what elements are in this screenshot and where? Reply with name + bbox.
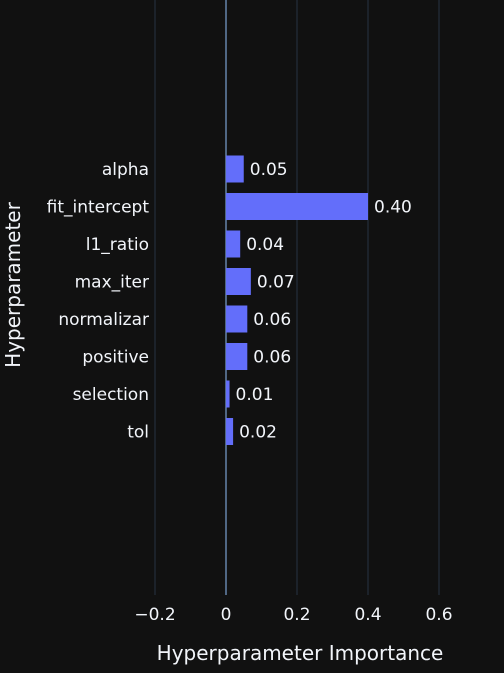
bar-positive [226, 343, 248, 370]
x-axis-title: Hyperparameter Importance [157, 641, 444, 665]
x-tick-label: 0.6 [425, 605, 452, 625]
x-tick-label: 0.4 [354, 605, 381, 625]
value-label: 0.02 [239, 423, 277, 443]
bar-tol [226, 418, 234, 445]
value-label: 0.40 [374, 198, 412, 218]
value-label: 0.06 [253, 348, 291, 368]
bar-selection [226, 380, 230, 408]
category-label: alpha [102, 160, 149, 180]
value-labels: 0.05 0.40 0.04 0.07 0.06 0.06 0.01 0.02 [236, 160, 412, 443]
category-label: positive [82, 348, 149, 368]
value-label: 0.06 [253, 310, 291, 330]
y-axis-title: Hyperparameter [1, 201, 25, 367]
category-labels: alpha fit_intercept l1_ratio max_iternormal… [47, 160, 150, 443]
grid-lines [154, 0, 440, 595]
category-label: tol [127, 423, 149, 443]
category-label: normalizar [58, 310, 149, 330]
value-label: 0.04 [246, 235, 284, 255]
bar-max-iter [226, 268, 251, 295]
x-tick-label: 0.2 [283, 605, 310, 625]
value-label: 0.01 [236, 385, 274, 405]
value-label: 0.05 [250, 160, 288, 180]
category-label: max_iter [75, 273, 149, 293]
x-tick-label: −0.2 [134, 605, 175, 625]
category-label: l1_ratio [86, 235, 149, 255]
bar-normalizar [226, 305, 248, 333]
x-tick-label: 0 [221, 605, 232, 625]
bars [226, 155, 368, 445]
bar-fit-intercept [226, 193, 368, 220]
x-tick-labels: −0.2 0 0.2 0.4 0.6 [134, 605, 452, 625]
category-label: selection [73, 385, 149, 405]
bar-alpha [226, 155, 244, 183]
category-label: fit_intercept [47, 198, 150, 218]
bar-l1-ratio [226, 230, 241, 258]
value-label: 0.07 [257, 273, 295, 293]
